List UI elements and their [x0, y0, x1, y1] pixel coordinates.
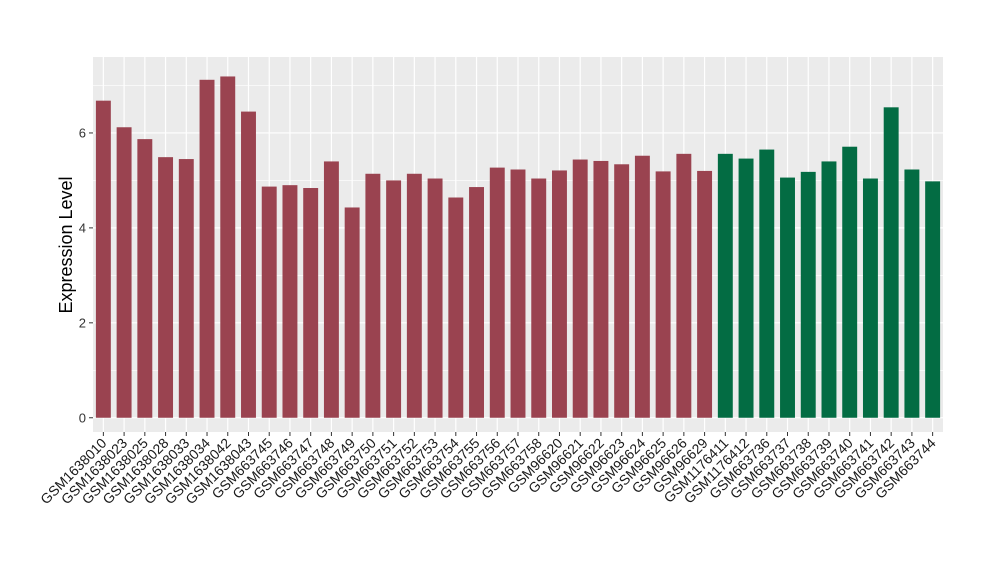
bar-GSM663743 — [904, 169, 920, 418]
bar-GSM96622 — [593, 160, 609, 418]
bar-GSM663736 — [759, 149, 775, 418]
bar-GSM663741 — [862, 178, 878, 418]
bar-GSM96625 — [655, 171, 671, 418]
bar-GSM1638043 — [241, 111, 256, 418]
bar-GSM96620 — [552, 170, 567, 418]
bar-GSM96626 — [676, 153, 692, 418]
bar-GSM663738 — [800, 171, 816, 418]
bar-GSM96624 — [634, 155, 650, 418]
bar-GSM1638025 — [137, 139, 153, 418]
bar-GSM663739 — [821, 161, 837, 418]
bar-GSM663752 — [406, 173, 422, 418]
bar-GSM663744 — [925, 181, 941, 418]
bar-GSM663753 — [427, 178, 443, 418]
bar-GSM663748 — [323, 161, 339, 418]
bar-GSM1638028 — [158, 157, 174, 418]
bar-GSM663745 — [261, 186, 277, 418]
x-axis: GSM1638010GSM1638023GSM1638025GSM1638028… — [37, 432, 939, 507]
bar-GSM96629 — [697, 170, 713, 418]
bar-GSM663755 — [469, 187, 484, 418]
bar-GSM663746 — [282, 185, 298, 418]
y-tick-label: 2 — [79, 315, 86, 330]
bar-GSM663749 — [344, 207, 360, 418]
y-tick-label: 0 — [79, 410, 86, 425]
y-axis: 0 2 4 6 — [79, 125, 93, 425]
bar-GSM663742 — [883, 107, 899, 418]
bar-GSM1638042 — [220, 76, 236, 418]
bar-GSM1638033 — [178, 159, 194, 418]
y-tick-label: 4 — [79, 220, 86, 235]
bar-GSM663747 — [303, 188, 319, 418]
bar-GSM663757 — [510, 169, 526, 418]
bar-GSM1176411 — [717, 153, 733, 418]
bar-GSM1176412 — [738, 158, 754, 418]
bar-GSM1638034 — [199, 79, 215, 418]
bars — [95, 76, 941, 418]
bar-GSM96621 — [572, 159, 588, 418]
y-tick-label: 6 — [79, 125, 86, 140]
bar-GSM663737 — [780, 177, 795, 418]
bar-GSM96623 — [614, 164, 630, 418]
bar-GSM663751 — [386, 180, 402, 418]
bar-GSM663754 — [448, 197, 464, 418]
bar-GSM663758 — [531, 178, 547, 418]
bar-GSM1638010 — [95, 100, 111, 418]
y-axis-title: Expression Level — [56, 176, 76, 313]
bar-GSM663756 — [489, 167, 505, 418]
bar-GSM663750 — [365, 173, 381, 418]
bar-GSM1638023 — [116, 127, 132, 418]
bar-GSM663740 — [842, 146, 858, 418]
